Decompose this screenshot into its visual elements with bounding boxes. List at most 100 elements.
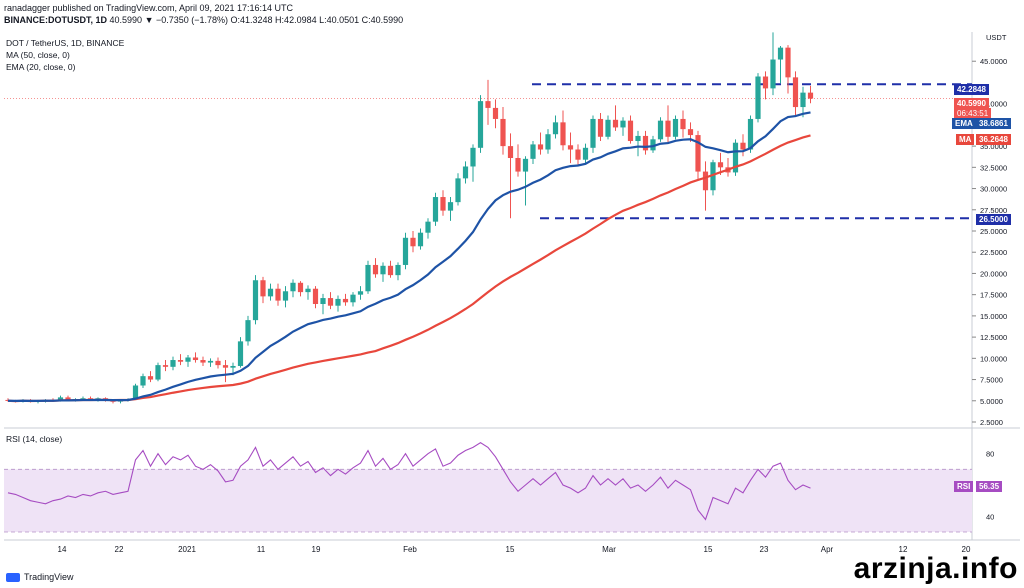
ema-legend: EMA (20, close, 0) [6,62,76,72]
candle-body [170,360,176,367]
candle-body [807,92,814,99]
candle-body [500,118,506,147]
x-tick-label: Feb [403,545,417,554]
candle-body [770,59,776,89]
candle-body [672,118,679,137]
y-tick-label: 7.5000 [980,376,1003,385]
x-tick-label: 22 [115,545,124,554]
candle-body [162,365,169,367]
y-tick-label: 40.0000 [980,100,1007,109]
x-tick-label: Apr [821,545,834,554]
candle-body [132,385,139,400]
ma-legend: MA (50, close, 0) [6,50,70,60]
candle-body [627,120,634,142]
candle-body [582,147,589,160]
candle-body [695,135,701,172]
y-tick-label: 12.5000 [980,333,1007,342]
candle-body [507,146,514,158]
candle-body [5,399,11,401]
candle-body [282,291,289,301]
ema-20-line [7,111,811,402]
rsi-band [4,469,972,532]
candle-body [687,129,694,136]
candle-body [275,288,281,301]
candle-body [402,237,409,265]
candle-body [545,134,551,150]
rsi-tick-label: 40 [986,512,994,521]
candle-body [477,101,484,148]
candle-body [800,92,806,108]
candle-body [335,298,341,306]
candle-body [657,120,664,140]
candle-body [177,360,184,362]
candle-body [207,360,214,363]
candle-body [380,265,386,275]
ma-label-tag: MA [956,134,975,145]
x-tick-label: 15 [704,545,713,554]
candle-body [597,118,604,137]
rsi-tick-label: 80 [986,450,994,459]
x-tick-label: Mar [602,545,616,554]
rsi-line [7,442,811,521]
symbol-label: BINANCE:DOTUSDT, 1D [4,15,108,25]
candle-body [470,147,476,167]
upper-line-tag: 42.2848 [954,84,989,95]
y-tick-label: 17.5000 [980,291,1007,300]
last-price-tag: 40.5990 [954,98,989,109]
candle-body [222,365,229,368]
y-tick-label: 35.0000 [980,142,1007,151]
candle-body [485,101,491,108]
lower-line-tag: 26.5000 [976,214,1011,225]
candle-body [417,232,424,247]
candle-body [702,171,709,191]
candle-body [365,264,371,292]
rsi-label-tag: RSI [954,481,974,492]
tradingview-logo[interactable]: TradingView [6,572,74,582]
rsi-legend: RSI (14, close) [6,434,63,444]
candle-body [710,162,716,191]
candle-body [522,158,529,172]
candle-body [575,149,581,160]
countdown-tag: 06:43:51 [954,108,992,119]
candle-body [432,197,439,222]
candle-body [560,122,566,146]
candle-body [740,142,746,150]
candle-body [552,122,559,135]
x-tick-label: 20 [962,545,971,554]
candle-body [155,365,161,380]
candle-body [140,376,146,386]
y-tick-label: 25.0000 [980,227,1007,236]
y-tick-label: 10.0000 [980,354,1007,363]
tradingview-icon [6,572,20,582]
y-tick-label: 22.5000 [980,248,1007,257]
y-tick-label: 5.0000 [980,397,1003,406]
ema-label-tag: EMA [952,118,976,129]
x-tick-label: 19 [312,545,321,554]
y-unit-label: USDT [986,33,1007,42]
candle-body [567,145,574,150]
y-tick-label: 20.0000 [980,269,1007,278]
candle-body [410,237,416,247]
ema-value-tag: 38.6861 [976,118,1011,129]
candle-body [717,162,724,168]
candle-body [65,397,71,400]
y-tick-label: 30.0000 [980,185,1007,194]
x-tick-label: 12 [899,545,908,554]
candle-body [327,298,334,306]
candle-body [635,135,641,142]
candle-body [237,341,244,366]
candle-body [312,288,319,305]
candle-body [755,76,761,119]
ohlc-quote: 40.5990 ▼ −0.7350 (−1.78%) O:41.3248 H:4… [109,15,404,25]
rsi-value-tag: 56.35 [976,481,1003,492]
candle-body [260,280,266,297]
candle-body [515,157,521,172]
candle-body [230,365,236,368]
candle-body [762,76,769,89]
quote-line: BINANCE:DOTUSDT, 1D 40.5990 ▼ −0.7350 (−… [4,15,403,25]
candle-body [650,139,656,151]
candle-body [777,47,784,60]
ma-value-tag: 36.2648 [976,134,1011,145]
candle-body [440,197,446,211]
y-tick-label: 32.5000 [980,163,1007,172]
